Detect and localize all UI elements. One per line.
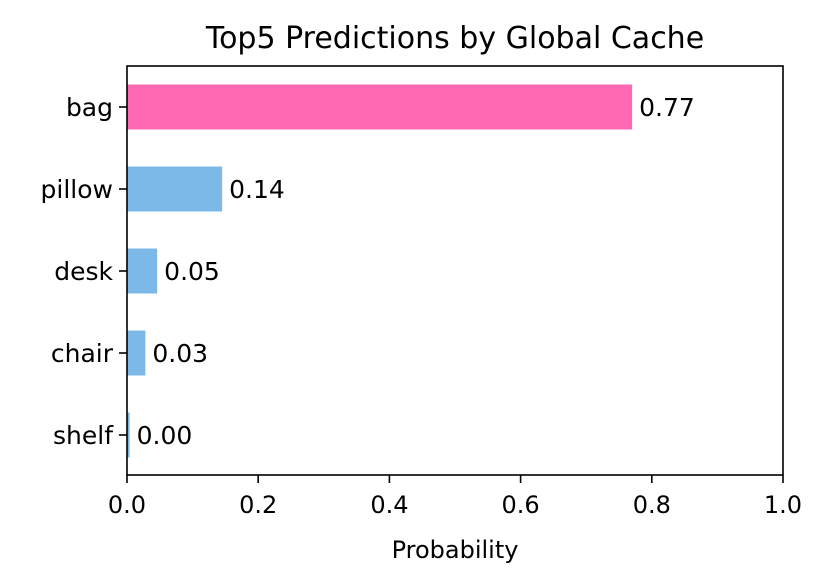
x-tick-label-3: 0.6 — [502, 491, 540, 519]
data-label-bag: 0.77 — [639, 93, 695, 122]
bars-group — [127, 84, 633, 458]
data-labels-group: 0.77 0.14 0.05 0.03 0.00 — [137, 93, 695, 450]
plot-frame — [126, 65, 784, 476]
category-label-pillow: pillow — [41, 175, 113, 204]
x-tick-label-5: 1.0 — [764, 491, 802, 519]
x-axis-label: Probability — [392, 536, 519, 564]
category-label-bag: bag — [66, 93, 113, 122]
category-labels-group: bag pillow desk chair shelf — [41, 93, 127, 450]
data-label-desk: 0.05 — [164, 257, 220, 286]
data-label-shelf: 0.00 — [137, 421, 193, 450]
category-label-desk: desk — [54, 257, 113, 286]
x-tick-label-4: 0.8 — [633, 491, 671, 519]
bar-shelf — [127, 412, 130, 458]
bar-chair — [127, 330, 146, 376]
category-label-shelf: shelf — [53, 421, 114, 450]
bar-desk — [127, 248, 158, 294]
bar-bag — [127, 84, 633, 130]
x-tick-label-2: 0.4 — [370, 491, 408, 519]
data-label-pillow: 0.14 — [229, 175, 285, 204]
x-tick-label-0: 0.0 — [108, 491, 146, 519]
x-ticks-group: 0.0 0.2 0.4 0.6 0.8 1.0 — [108, 475, 802, 519]
chart-title: Top5 Predictions by Global Cache — [205, 21, 704, 56]
x-tick-label-1: 0.2 — [239, 491, 277, 519]
category-label-chair: chair — [51, 339, 114, 368]
data-label-chair: 0.03 — [152, 339, 208, 368]
bar-pillow — [127, 166, 223, 212]
